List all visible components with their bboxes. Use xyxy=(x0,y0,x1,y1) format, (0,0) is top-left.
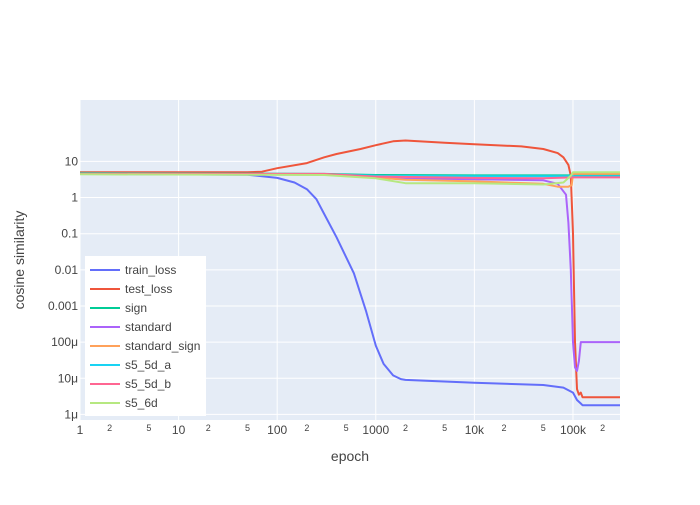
x-tick-label: 2 xyxy=(107,423,112,433)
legend-item-standard-sign[interactable]: standard_sign xyxy=(90,339,200,353)
legend-item-s5-6d[interactable]: s5_6d xyxy=(90,396,158,410)
series-line-s5-5d-b xyxy=(79,172,620,180)
y-tick-label: 0.001 xyxy=(48,299,78,313)
x-tick-label: 100k xyxy=(560,423,587,437)
x-tick-label: 5 xyxy=(245,423,250,433)
x-tick-label: 5 xyxy=(442,423,447,433)
series-line-train-loss xyxy=(79,172,620,407)
x-tick-labels: 1 2 5 10 2 5 100 2 5 1000 2 5 10k 2 5 100k 2 xyxy=(77,423,605,437)
x-tick-label: 5 xyxy=(146,423,151,433)
x-tick-label: 10k xyxy=(465,423,485,437)
series-layer xyxy=(79,139,620,407)
x-tick-label: 1000 xyxy=(362,423,389,437)
legend-label: test_loss xyxy=(125,282,172,296)
legend-item-sign[interactable]: sign xyxy=(90,301,147,315)
x-tick-label: 5 xyxy=(541,423,546,433)
legend-item-s5-5d-a[interactable]: s5_5d_a xyxy=(90,358,171,372)
legend-label: s5_6d xyxy=(125,396,158,410)
x-tick-label: 2 xyxy=(403,423,408,433)
legend-label: sign xyxy=(125,301,147,315)
y-tick-label: 10μ xyxy=(58,371,78,385)
series-line-test-loss xyxy=(80,139,620,399)
legend-label: s5_5d_a xyxy=(125,358,171,372)
legend-item-train-loss[interactable]: train_loss xyxy=(90,263,176,277)
legend-item-s5-5d-b[interactable]: s5_5d_b xyxy=(90,377,171,391)
x-tick-label: 2 xyxy=(206,423,211,433)
legend-label: train_loss xyxy=(125,263,176,277)
legend-label: s5_5d_b xyxy=(125,377,171,391)
y-tick-label: 10 xyxy=(65,154,79,168)
x-tick-label: 2 xyxy=(502,423,507,433)
legend-box xyxy=(85,256,206,416)
y-tick-label: 1μ xyxy=(64,407,78,421)
legend-label: standard_sign xyxy=(125,339,200,353)
y-tick-label: 100μ xyxy=(51,335,78,349)
x-tick-label: 2 xyxy=(600,423,605,433)
x-tick-label: 1 xyxy=(77,423,84,437)
x-tick-label: 5 xyxy=(344,423,349,433)
y-tick-labels: 1μ 10μ 100μ 0.001 0.01 0.1 1 10 xyxy=(48,154,78,421)
y-tick-label: 1 xyxy=(71,191,78,205)
x-axis-title: epoch xyxy=(331,448,369,464)
legend-item-standard[interactable]: standard xyxy=(90,320,172,334)
x-tick-label: 10 xyxy=(172,423,186,437)
y-tick-label: 0.1 xyxy=(61,227,78,241)
legend-item-test-loss[interactable]: test_loss xyxy=(90,282,172,296)
x-tick-label: 100 xyxy=(267,423,287,437)
legend-label: standard xyxy=(125,320,172,334)
series-line-s5-6d xyxy=(79,171,620,186)
y-axis-title: cosine similarity xyxy=(11,211,27,310)
x-tick-label: 2 xyxy=(304,423,309,433)
y-tick-label: 0.01 xyxy=(55,263,79,277)
